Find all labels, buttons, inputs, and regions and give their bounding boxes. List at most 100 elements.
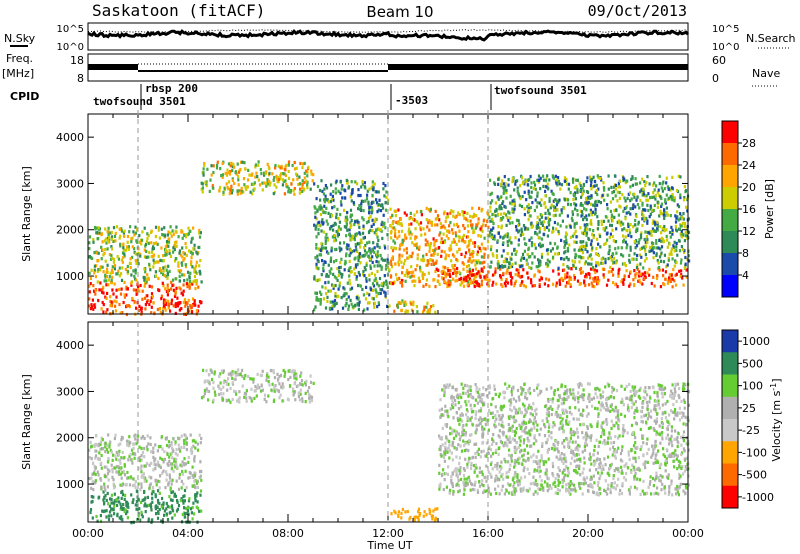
heatmap-cell xyxy=(512,476,515,480)
heatmap-cell xyxy=(591,284,594,288)
heatmap-cell xyxy=(126,516,129,520)
heatmap-cell xyxy=(113,263,117,268)
heatmap-cell xyxy=(455,222,459,227)
heatmap-cell xyxy=(373,246,376,250)
heatmap-cell xyxy=(93,271,96,275)
heatmap-cell xyxy=(332,223,335,227)
heatmap-cell xyxy=(181,255,184,259)
heatmap-cell xyxy=(397,220,400,224)
heatmap-cell xyxy=(595,264,598,268)
heatmap-cell xyxy=(443,384,446,388)
heatmap-cell xyxy=(641,272,644,276)
heatmap-cell xyxy=(326,295,329,299)
heatmap-cell xyxy=(335,258,338,263)
heatmap-cell xyxy=(380,222,383,226)
heatmap-cell xyxy=(104,445,107,449)
heatmap-cell xyxy=(530,195,533,199)
heatmap-cell xyxy=(548,212,551,216)
heatmap-cell xyxy=(679,224,683,228)
heatmap-cell xyxy=(508,221,511,225)
heatmap-cell xyxy=(541,243,544,247)
heatmap-cell xyxy=(129,452,132,456)
heatmap-cell xyxy=(126,504,129,508)
heatmap-cell xyxy=(206,380,210,384)
heatmap-cell xyxy=(329,271,332,275)
heatmap-cell xyxy=(579,486,582,490)
heatmap-cell xyxy=(429,305,433,309)
heatmap-cell xyxy=(115,288,118,292)
heatmap-cell xyxy=(446,438,449,442)
heatmap-cell xyxy=(383,244,386,248)
heatmap-cell xyxy=(638,253,641,257)
heatmap-cell xyxy=(683,185,686,189)
heatmap-cell xyxy=(354,220,357,224)
heatmap-cell xyxy=(347,295,350,299)
heatmap-cell xyxy=(141,289,144,293)
heatmap-cell xyxy=(100,440,103,444)
heatmap-cell xyxy=(674,449,677,453)
heatmap-cell xyxy=(578,246,582,250)
heatmap-cell xyxy=(684,266,687,270)
heatmap-cell xyxy=(96,231,99,235)
heatmap-cell xyxy=(496,239,499,243)
heatmap-cell xyxy=(168,505,171,509)
heatmap-cell xyxy=(365,279,368,283)
heatmap-cell xyxy=(118,449,121,453)
heatmap-cell xyxy=(635,244,639,248)
heatmap-cell xyxy=(179,269,183,273)
heatmap-cell xyxy=(655,241,658,245)
heatmap-cell xyxy=(473,244,476,248)
heatmap-cell xyxy=(141,435,145,439)
heatmap-cell xyxy=(208,189,211,193)
heatmap-cell xyxy=(648,245,652,250)
heatmap-cell xyxy=(446,212,449,216)
heatmap-cell xyxy=(170,287,173,291)
heatmap-cell xyxy=(545,248,549,252)
heatmap-cell xyxy=(567,281,570,285)
heatmap-cell xyxy=(136,240,139,244)
heatmap-cell xyxy=(494,392,497,396)
heatmap-cell xyxy=(183,445,186,450)
heatmap-cell xyxy=(624,478,627,482)
heatmap-cell xyxy=(543,201,546,205)
heatmap-cell xyxy=(518,229,521,233)
heatmap-cell xyxy=(519,258,523,262)
heatmap-cell xyxy=(603,267,606,271)
heatmap-cell xyxy=(132,269,135,273)
heatmap-cell xyxy=(581,251,584,255)
heatmap-cell xyxy=(103,279,106,283)
heatmap-cell xyxy=(90,303,93,307)
heatmap-cell xyxy=(102,270,105,274)
heatmap-cell xyxy=(614,247,617,251)
heatmap-cell xyxy=(409,211,412,215)
heatmap-cell xyxy=(606,238,609,242)
heatmap-cell xyxy=(391,226,394,230)
heatmap-cell xyxy=(536,215,539,219)
heatmap-cell xyxy=(491,237,495,241)
heatmap-cell xyxy=(363,235,366,240)
heatmap-cell xyxy=(614,405,617,409)
heatmap-cell xyxy=(288,384,292,388)
heatmap-cell xyxy=(218,392,221,397)
heatmap-cell xyxy=(143,248,146,252)
heatmap-cell xyxy=(120,456,123,460)
heatmap-cell xyxy=(546,174,549,178)
heatmap-cell xyxy=(669,277,672,281)
heatmap-cell xyxy=(254,384,257,389)
heatmap-cell xyxy=(560,183,563,187)
heatmap-cell xyxy=(442,232,445,236)
heatmap-cell xyxy=(504,185,507,189)
heatmap-cell xyxy=(332,286,335,290)
heatmap-cell xyxy=(652,246,655,250)
heatmap-cell xyxy=(657,261,660,265)
heatmap-cell xyxy=(182,482,185,486)
heatmap-cell xyxy=(251,172,254,176)
heatmap-cell xyxy=(140,446,143,451)
heatmap-cell xyxy=(177,301,180,305)
heatmap-cell xyxy=(158,508,161,512)
heatmap-cell xyxy=(346,181,349,185)
heatmap-cell xyxy=(126,470,129,474)
heatmap-cell xyxy=(379,264,382,268)
heatmap-cell xyxy=(292,389,295,393)
heatmap-cell xyxy=(189,279,192,283)
